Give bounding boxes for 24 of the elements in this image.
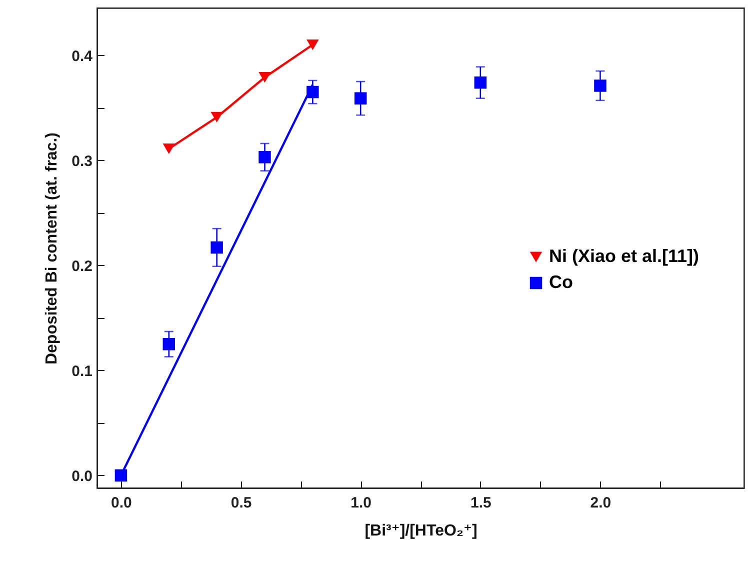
x-tick-label: 1.0 bbox=[350, 494, 372, 512]
x-tick-label: 1.5 bbox=[470, 494, 492, 512]
x-axis-title: [Bi³⁺]/[HTeO₂⁺] bbox=[364, 522, 478, 540]
point bbox=[210, 112, 223, 123]
x-tick-label: 0.0 bbox=[111, 494, 132, 512]
point bbox=[354, 92, 367, 104]
point bbox=[210, 241, 223, 254]
y-tick-label: 0.3 bbox=[72, 152, 92, 170]
y-tick-label: 0.2 bbox=[72, 258, 92, 275]
legend-label: Co bbox=[549, 272, 573, 292]
point bbox=[258, 151, 271, 164]
point bbox=[162, 338, 176, 350]
y-tick-label: 0.1 bbox=[72, 362, 92, 380]
x-tick-label: 0.5 bbox=[230, 494, 252, 512]
x-tick-label: 2.0 bbox=[590, 494, 612, 512]
y-tick-label: 0.0 bbox=[72, 468, 92, 485]
point bbox=[306, 39, 319, 50]
point bbox=[162, 143, 176, 154]
point bbox=[474, 76, 487, 89]
point bbox=[258, 72, 271, 83]
point bbox=[594, 80, 606, 92]
y-axis-title: Deposited Bi content (at. frac.) bbox=[44, 132, 61, 365]
y-tick-label: 0.4 bbox=[72, 48, 94, 65]
legend-label: Ni (Xiao et al.[11]) bbox=[549, 246, 700, 266]
